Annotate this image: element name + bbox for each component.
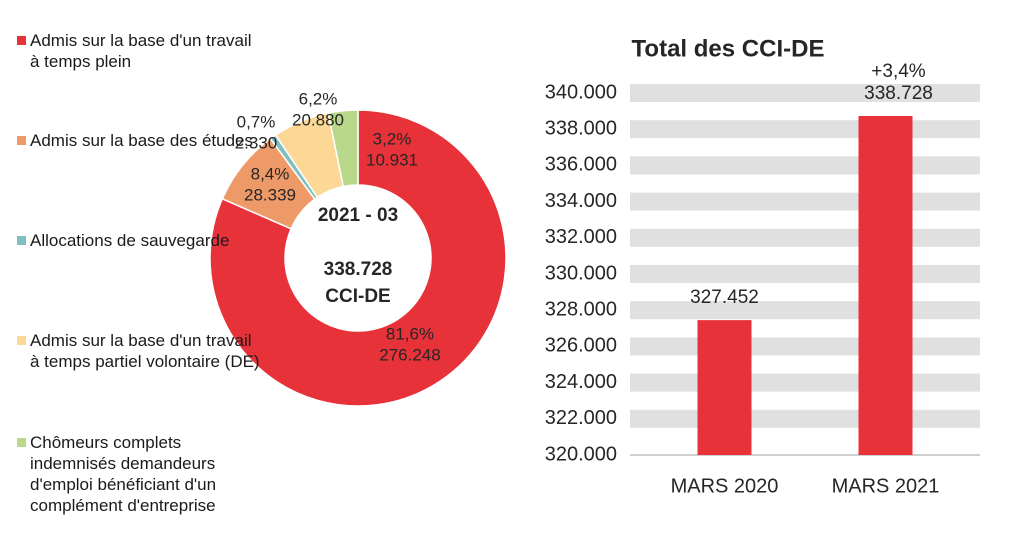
bar xyxy=(697,320,752,455)
legend-swatch xyxy=(17,36,26,45)
legend-label: Admis sur la base des études xyxy=(30,131,254,150)
legend-label: Chômeurs complets indemnisés demandeurs … xyxy=(30,433,217,515)
y-tick-label: 328.000 xyxy=(545,298,617,320)
bar xyxy=(858,116,913,456)
y-tick-label: 330.000 xyxy=(545,262,617,284)
percentage-label: 0,7% xyxy=(237,112,276,131)
y-tick-label: 320.000 xyxy=(545,443,617,465)
donut-slice xyxy=(209,109,507,407)
value-label: 10.931 xyxy=(366,150,418,169)
y-tick-label: 322.000 xyxy=(545,407,617,429)
y-tick-label: 340.000 xyxy=(545,81,617,103)
percentage-label: 3,2% xyxy=(373,129,412,148)
center-text: 338.728 xyxy=(324,259,393,280)
chart-title: Total des CCI-DE xyxy=(632,35,825,62)
center-text: 2021 - 03 xyxy=(318,205,398,226)
y-tick-label: 336.000 xyxy=(545,154,617,176)
value-label: 327.452 xyxy=(690,287,759,308)
grid-band xyxy=(630,409,980,428)
legend-swatch xyxy=(17,236,26,245)
legend-entry: Admis sur la base d'un travail à temps p… xyxy=(17,30,260,72)
grid-band xyxy=(630,301,980,320)
y-tick-label: 326.000 xyxy=(545,335,617,357)
legend-swatch xyxy=(17,136,26,145)
y-tick-label: 334.000 xyxy=(545,190,617,212)
x-tick-label: MARS 2021 xyxy=(832,475,940,497)
grid-band xyxy=(630,228,980,247)
grid-band xyxy=(630,337,980,356)
value-label: 276.248 xyxy=(379,345,440,364)
legend-label: Admis sur la base d'un travail à temps p… xyxy=(30,31,252,71)
value-label: 338.728 xyxy=(864,83,933,104)
legend-swatch xyxy=(17,336,26,345)
grid-band xyxy=(630,84,980,102)
center-text: CCI-DE xyxy=(325,286,390,307)
y-tick-label: 324.000 xyxy=(545,371,617,393)
legend-entry: Admis sur la base d'un travail à temps p… xyxy=(17,330,260,372)
percentage-label: 8,4% xyxy=(251,164,290,183)
donut-slice xyxy=(327,109,359,188)
legend-label: Admis sur la base d'un travail à temps p… xyxy=(30,331,260,371)
legend-swatch xyxy=(17,438,26,447)
legend-entry: Chômeurs complets indemnisés demandeurs … xyxy=(17,432,260,516)
annotation: +3,4% xyxy=(871,61,926,82)
value-label: 28.339 xyxy=(244,185,296,204)
legend-label: Allocations de sauvegarde xyxy=(30,231,230,250)
grid-band xyxy=(630,265,980,283)
legend-entry: Admis sur la base des études xyxy=(17,130,260,151)
legend-entry: Allocations de sauvegarde xyxy=(17,230,260,251)
percentage-label: 81,6% xyxy=(386,324,434,343)
grid-band xyxy=(630,373,980,392)
grid-band xyxy=(630,192,980,211)
value-label: 2.330 xyxy=(235,133,278,152)
grid-band xyxy=(630,120,980,139)
grid-band xyxy=(630,156,980,175)
percentage-label: 6,2% xyxy=(299,89,338,108)
y-tick-label: 332.000 xyxy=(545,226,617,248)
x-tick-label: MARS 2020 xyxy=(671,475,779,497)
y-tick-label: 338.000 xyxy=(545,117,617,139)
value-label: 20.880 xyxy=(292,110,344,129)
